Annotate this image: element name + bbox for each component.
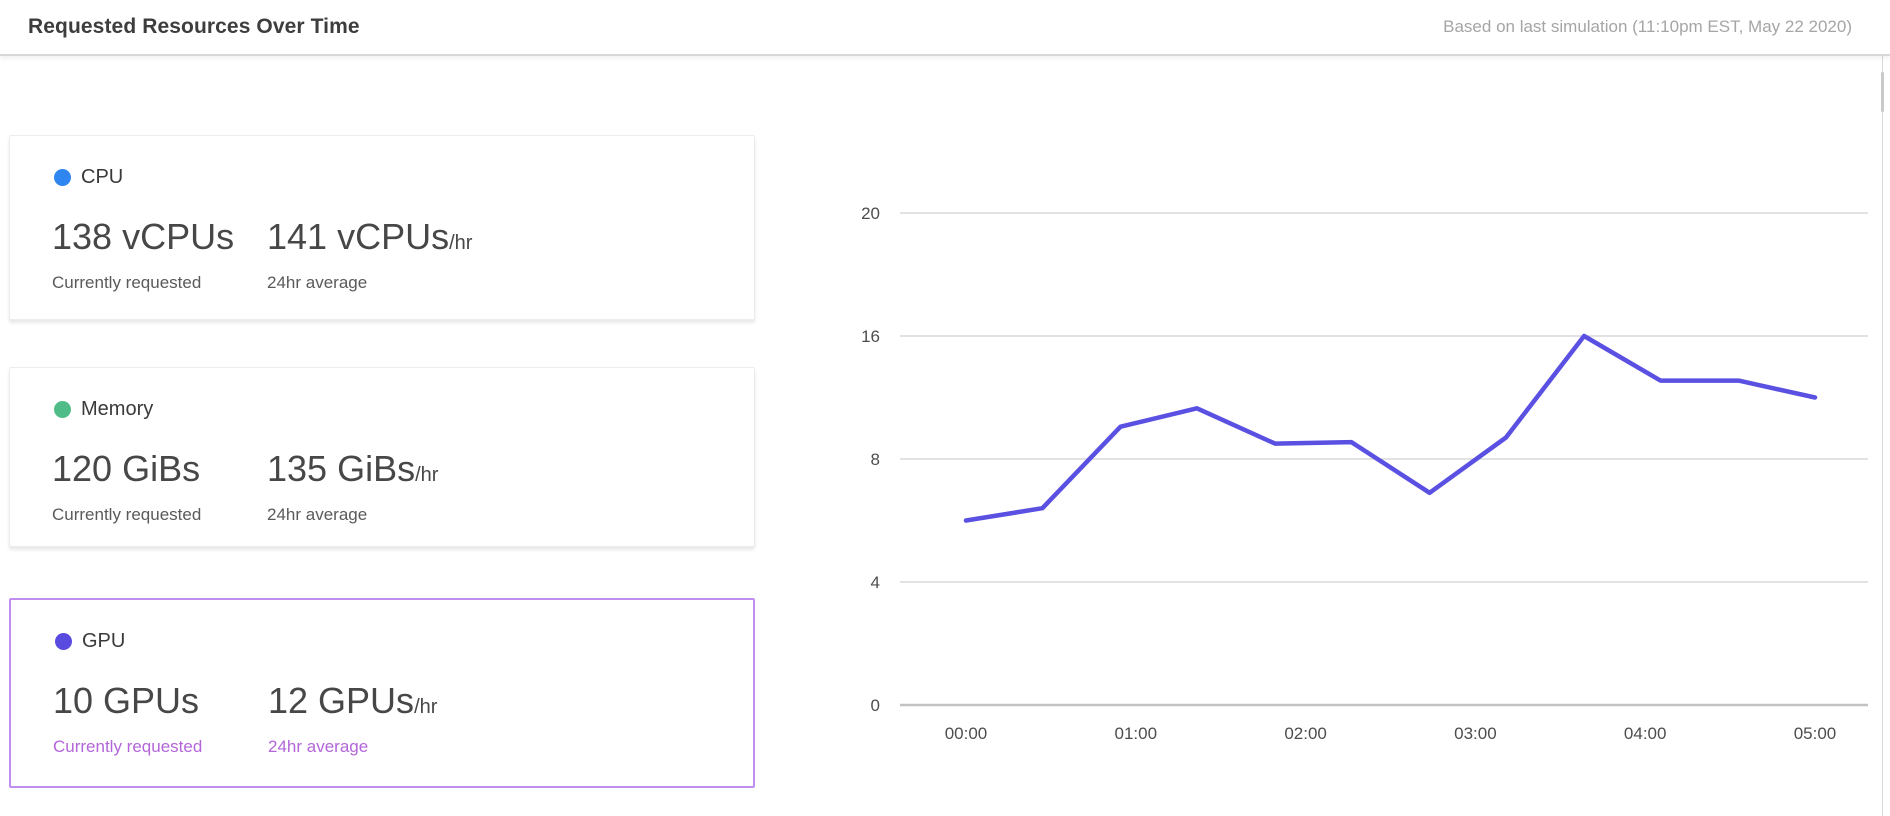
memory-current-label: Currently requested <box>52 505 202 525</box>
resource-usage-line-chart: 20 16 8 4 0 00:00 01:00 02:00 03:00 04:00 05:00 <box>861 204 1868 743</box>
x-axis-tick-label: 02:00 <box>1284 724 1327 743</box>
cpu-average-suffix: /hr <box>449 232 473 254</box>
x-axis-tick-label: 03:00 <box>1454 724 1497 743</box>
scrollbar-thumb[interactable] <box>1881 72 1884 112</box>
gpu-average-label: 24hr average <box>268 737 369 757</box>
cpu-legend-dot-icon <box>54 169 71 186</box>
gpu-average-value: 12 GPUs/hr <box>268 680 437 721</box>
memory-average-column: 135 GiBs/hr 24hr average <box>267 448 438 525</box>
chart-area: 20 16 8 4 0 00:00 01:00 02:00 03:00 04:00 05:00 <box>830 160 1890 760</box>
x-axis-tick-label: 01:00 <box>1115 724 1158 743</box>
memory-average-label: 24hr average <box>267 505 368 525</box>
x-axis-tick-label: 00:00 <box>945 724 988 743</box>
cpu-current-column: 138 vCPUs Currently requested <box>52 216 234 293</box>
gpu-average-number: 12 GPUs <box>268 680 415 721</box>
memory-card-title: Memory <box>81 398 154 420</box>
cpu-average-number: 141 vCPUs <box>267 216 450 257</box>
page-title: Requested Resources Over Time <box>28 15 360 38</box>
gpu-card[interactable]: GPU 10 GPUs Currently requested 12 GPUs/… <box>9 598 755 788</box>
simulation-timestamp: Based on last simulation (11:10pm EST, M… <box>1443 17 1852 36</box>
gpu-average-column: 12 GPUs/hr 24hr average <box>268 680 437 757</box>
cpu-average-label: 24hr average <box>267 273 368 293</box>
memory-current-column: 120 GiBs Currently requested <box>52 448 201 525</box>
y-axis-tick-label: 4 <box>871 573 880 592</box>
y-axis-tick-label: 8 <box>871 450 880 469</box>
x-axis-tick-label: 05:00 <box>1794 724 1837 743</box>
memory-average-value: 135 GiBs/hr <box>267 448 438 489</box>
cpu-average-value: 141 vCPUs/hr <box>267 216 472 257</box>
gpu-current-label: Currently requested <box>53 737 203 757</box>
cpu-card[interactable]: CPU 138 vCPUs Currently requested 141 vC… <box>9 135 755 320</box>
cpu-average-column: 141 vCPUs/hr 24hr average <box>267 216 472 293</box>
gpu-card-header: GPU <box>55 630 753 653</box>
memory-card[interactable]: Memory 120 GiBs Currently requested 135 … <box>9 367 755 547</box>
cpu-current-label: Currently requested <box>52 273 202 293</box>
gpu-average-suffix: /hr <box>414 696 438 718</box>
memory-card-header: Memory <box>54 398 754 421</box>
panel-header: Requested Resources Over Time Based on l… <box>0 0 1890 56</box>
gpu-current-value: 10 GPUs <box>53 680 200 721</box>
data-line <box>963 333 1818 523</box>
memory-legend-dot-icon <box>54 401 71 418</box>
panel-right-divider <box>1882 0 1883 816</box>
y-axis-tick-label: 16 <box>861 327 880 346</box>
gpu-card-title: GPU <box>82 630 126 652</box>
y-axis-tick-label: 20 <box>861 204 880 223</box>
y-axis-tick-label: 0 <box>871 696 880 715</box>
memory-average-number: 135 GiBs <box>267 448 416 489</box>
gpu-legend-dot-icon <box>55 633 72 650</box>
x-axis-tick-label: 04:00 <box>1624 724 1667 743</box>
cpu-card-title: CPU <box>81 166 124 188</box>
gpu-current-column: 10 GPUs Currently requested <box>53 680 202 757</box>
memory-current-value: 120 GiBs <box>52 448 201 489</box>
memory-average-suffix: /hr <box>415 464 439 486</box>
cpu-current-value: 138 vCPUs <box>52 216 235 257</box>
cpu-card-header: CPU <box>54 166 754 189</box>
